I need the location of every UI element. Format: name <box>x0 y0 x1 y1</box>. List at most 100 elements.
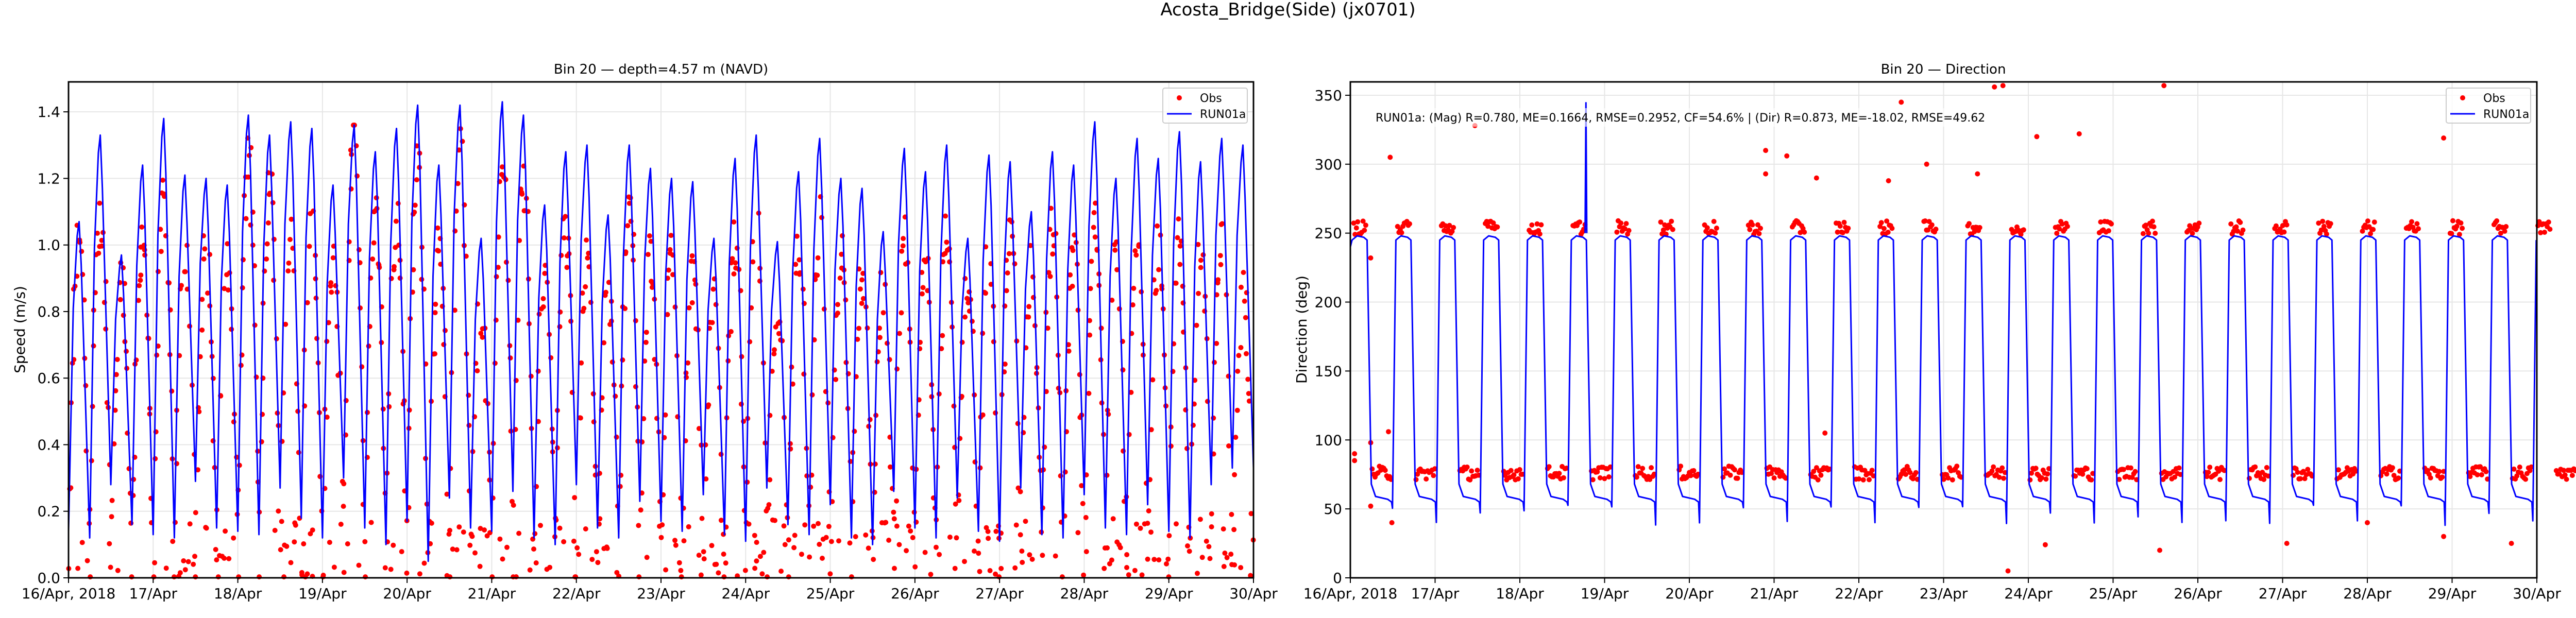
speed-legend: Obs RUN01a <box>1162 88 1248 124</box>
obs-point <box>289 216 294 222</box>
obs-point <box>581 305 587 311</box>
obs-point <box>1198 265 1204 270</box>
obs-point <box>802 522 808 528</box>
y-tick-label: 50 <box>1324 501 1342 518</box>
obs-point <box>1002 362 1008 367</box>
obs-point <box>1449 229 1455 234</box>
obs-point <box>292 539 297 545</box>
obs-point <box>1907 470 1913 475</box>
obs-point <box>794 233 800 239</box>
obs-point <box>2503 224 2509 229</box>
obs-point <box>96 250 101 256</box>
obs-point <box>1026 304 1032 310</box>
obs-point <box>264 256 269 262</box>
obs-point <box>944 239 950 245</box>
obs-point <box>1537 231 1543 237</box>
obs-point <box>447 527 452 533</box>
obs-point <box>152 560 158 565</box>
obs-point <box>1735 475 1740 481</box>
obs-point <box>461 529 466 535</box>
obs-point <box>604 545 610 551</box>
obs-point <box>204 525 209 531</box>
obs-point <box>713 302 719 307</box>
obs-outlier-point <box>1352 458 1358 464</box>
obs-point <box>1106 411 1111 417</box>
obs-point <box>2439 474 2445 480</box>
obs-point <box>643 339 649 345</box>
obs-point <box>709 543 715 548</box>
obs-point <box>1126 432 1132 437</box>
obs-point <box>894 366 900 372</box>
obs-point <box>1075 530 1081 536</box>
obs-point <box>1756 231 1762 236</box>
obs-point <box>1658 219 1664 225</box>
obs-point <box>182 269 188 274</box>
obs-point <box>1399 230 1404 235</box>
obs-point <box>1649 465 1654 471</box>
obs-point <box>2416 226 2421 232</box>
obs-point <box>2054 231 2060 236</box>
obs-point <box>2360 228 2365 234</box>
obs-point <box>2391 473 2397 478</box>
y-tick-label: 0.0 <box>37 570 60 587</box>
obs-point <box>1231 527 1237 533</box>
obs-point <box>2043 476 2049 482</box>
obs-point <box>2176 465 2182 471</box>
obs-point <box>1242 298 1247 304</box>
obs-point <box>533 560 539 565</box>
obs-point <box>359 364 365 370</box>
obs-point <box>839 251 844 257</box>
obs-point <box>1077 372 1082 377</box>
obs-point <box>519 190 524 195</box>
obs-point <box>956 497 962 503</box>
obs-point <box>455 181 461 186</box>
obs-point <box>728 329 734 334</box>
obs-point <box>766 502 772 507</box>
obs-point <box>1902 467 1907 473</box>
obs-point <box>573 574 579 580</box>
speed-y-axis-label: Speed (m/s) <box>11 286 28 373</box>
obs-point <box>414 177 419 183</box>
obs-point <box>947 535 953 540</box>
obs-point <box>2206 470 2211 475</box>
obs-point <box>754 540 759 545</box>
obs-point <box>2368 231 2374 236</box>
obs-point <box>668 233 674 238</box>
obs-point <box>99 237 105 243</box>
obs-point <box>214 557 219 563</box>
obs-point <box>283 321 289 327</box>
x-tick-label: 25/Apr <box>806 585 855 602</box>
obs-point <box>1028 243 1033 248</box>
obs-point <box>701 549 706 555</box>
obs-point <box>972 548 977 554</box>
obs-point <box>223 528 228 534</box>
obs-point <box>2143 222 2149 228</box>
obs-point <box>1148 529 1154 535</box>
obs-point <box>993 571 998 577</box>
obs-point <box>1877 224 1883 229</box>
obs-point <box>2084 466 2090 471</box>
obs-point <box>701 556 707 562</box>
obs-point <box>199 297 205 302</box>
obs-point <box>227 270 232 276</box>
obs-point <box>1467 477 1473 483</box>
obs-point <box>2261 477 2267 482</box>
obs-point <box>97 200 103 206</box>
obs-point <box>2572 468 2576 473</box>
obs-point <box>213 547 218 552</box>
obs-point <box>689 253 695 259</box>
obs-point <box>477 563 483 569</box>
obs-point <box>215 574 221 580</box>
obs-point <box>231 535 236 541</box>
obs-point <box>429 520 434 526</box>
obs-point <box>2561 468 2566 473</box>
obs-point <box>84 558 90 563</box>
x-tick-label: 25/Apr <box>2089 585 2138 602</box>
obs-point <box>597 516 603 522</box>
obs-point <box>79 540 85 545</box>
obs-point <box>1048 205 1054 211</box>
obs-point <box>1614 229 1620 235</box>
x-tick-label: 18/Apr <box>214 585 262 602</box>
obs-point <box>135 298 141 303</box>
obs-point <box>866 545 871 551</box>
